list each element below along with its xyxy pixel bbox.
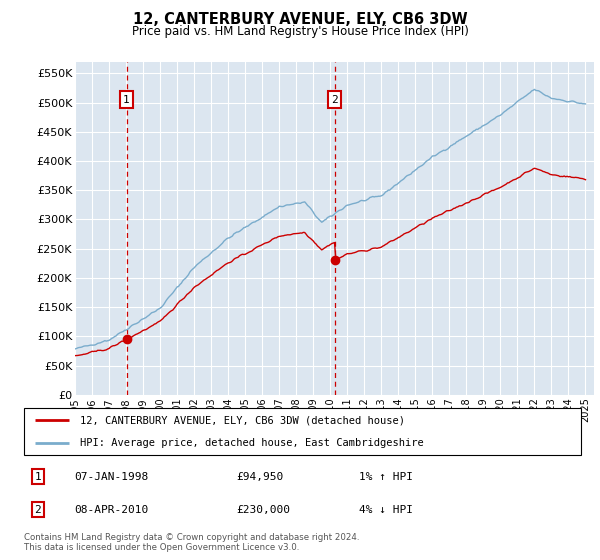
Text: This data is licensed under the Open Government Licence v3.0.: This data is licensed under the Open Gov… xyxy=(24,543,299,552)
Text: 12, CANTERBURY AVENUE, ELY, CB6 3DW: 12, CANTERBURY AVENUE, ELY, CB6 3DW xyxy=(133,12,467,27)
Text: 1: 1 xyxy=(35,472,41,482)
Text: 2: 2 xyxy=(35,505,41,515)
Text: 2: 2 xyxy=(331,95,338,105)
Text: Contains HM Land Registry data © Crown copyright and database right 2024.: Contains HM Land Registry data © Crown c… xyxy=(24,533,359,542)
Text: Price paid vs. HM Land Registry's House Price Index (HPI): Price paid vs. HM Land Registry's House … xyxy=(131,25,469,38)
Text: £94,950: £94,950 xyxy=(236,472,283,482)
Text: 12, CANTERBURY AVENUE, ELY, CB6 3DW (detached house): 12, CANTERBURY AVENUE, ELY, CB6 3DW (det… xyxy=(80,416,405,426)
Text: £230,000: £230,000 xyxy=(236,505,290,515)
Text: 07-JAN-1998: 07-JAN-1998 xyxy=(74,472,148,482)
FancyBboxPatch shape xyxy=(24,408,581,455)
Text: 1% ↑ HPI: 1% ↑ HPI xyxy=(359,472,413,482)
Text: 1: 1 xyxy=(123,95,130,105)
Text: 4% ↓ HPI: 4% ↓ HPI xyxy=(359,505,413,515)
Text: HPI: Average price, detached house, East Cambridgeshire: HPI: Average price, detached house, East… xyxy=(80,438,424,448)
Text: 08-APR-2010: 08-APR-2010 xyxy=(74,505,148,515)
